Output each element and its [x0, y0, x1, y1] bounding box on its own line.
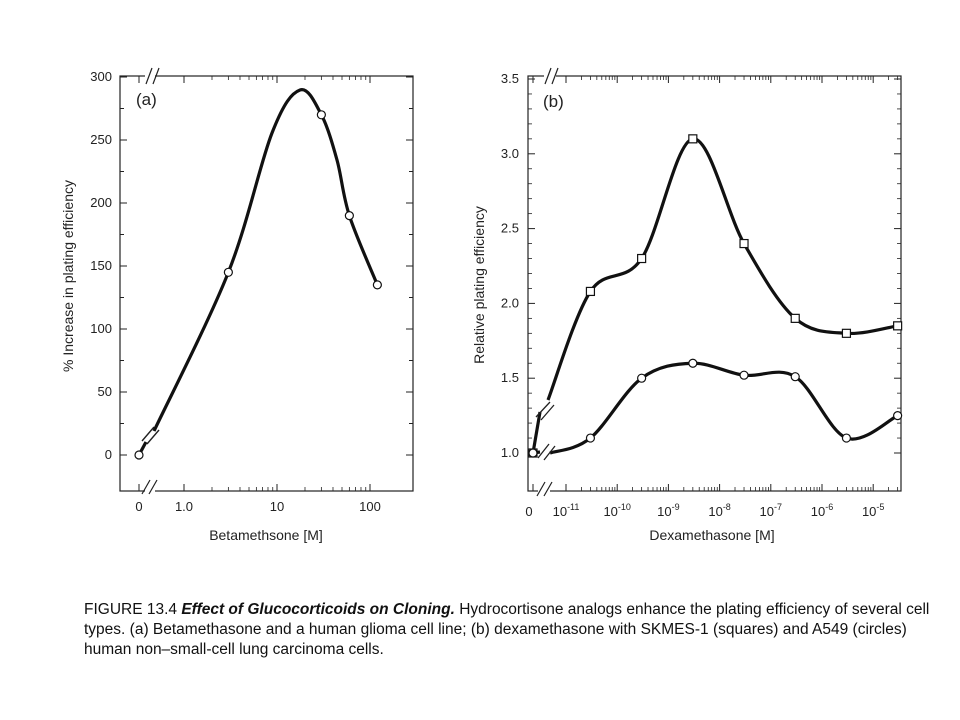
tick-base: 10 [603, 504, 617, 519]
series-curve [549, 361, 899, 455]
data-point-square [688, 134, 698, 144]
tick-base: 10 [553, 504, 567, 519]
axis-break-marker-top [145, 67, 160, 85]
tick-exponent: -8 [723, 502, 731, 512]
y-tick-label: 2.5 [501, 221, 519, 236]
plot-frame [119, 75, 414, 492]
y-axis-title: % Increase in plating efficiency [60, 180, 76, 372]
y-tick-label: 1.5 [501, 370, 519, 385]
x-tick-label: 10-7 [760, 502, 782, 519]
axis-break-mask [538, 480, 550, 496]
x-tick-label: 10-11 [553, 502, 580, 519]
data-point-circle [688, 358, 698, 368]
y-tick-label: 100 [90, 321, 112, 336]
y-tick-label: 3.5 [501, 71, 519, 86]
tick-exponent: -10 [618, 502, 631, 512]
x-tick-label: 100 [359, 499, 381, 514]
axis-break-mask-top [145, 70, 155, 84]
tick-exponent: -6 [825, 502, 833, 512]
x-tick-label: 10-10 [603, 502, 630, 519]
data-break-marker [535, 401, 555, 421]
x-axis-title: Dexamethasone [M] [649, 527, 774, 543]
tick-exponent: -5 [876, 502, 884, 512]
data-point-square [790, 313, 800, 323]
tick-base: 10 [708, 504, 722, 519]
x-tick-label: 0 [135, 499, 142, 514]
caption-title: Effect of Glucocorticoids on Cloning. [181, 601, 455, 618]
series-curve-start [531, 411, 542, 454]
plot-frame [527, 75, 902, 492]
y-tick-label: 300 [90, 69, 112, 84]
y-tick-label: 200 [90, 195, 112, 210]
series-curve [546, 137, 898, 401]
tick-base: 10 [760, 504, 774, 519]
y-tick-label: 0 [105, 447, 112, 462]
x-axis-title: Betamethsone [M] [209, 527, 323, 543]
x-tick-label: 10-6 [811, 502, 833, 519]
y-tick-label: 150 [90, 258, 112, 273]
tick-exponent: -7 [774, 502, 782, 512]
data-point-square [739, 238, 749, 249]
data-point-square [893, 321, 903, 331]
data-break-marker [537, 443, 556, 461]
data-point-circle [637, 373, 647, 383]
caption-prefix: FIGURE 13.4 [84, 601, 182, 618]
data-point-circle [739, 370, 749, 380]
data-point-circle [841, 433, 852, 443]
caption-body: Hydrocortisone analogs enhance the plati… [84, 601, 930, 658]
x-tick-label: 10 [270, 499, 284, 514]
tick-base: 10 [657, 504, 671, 519]
data-point-circle [790, 372, 800, 382]
data-point-circle [223, 267, 233, 277]
data-point-square [585, 286, 596, 297]
axis-break-marker-top [544, 67, 559, 85]
data-point-circle [893, 411, 903, 421]
tick-exponent: -9 [672, 502, 680, 512]
y-tick-label: 2.0 [501, 295, 519, 310]
y-tick-label: 1.0 [501, 445, 519, 460]
x-tick-label: 10-5 [862, 502, 884, 519]
series-curve [152, 88, 379, 432]
panel-label: (a) [136, 90, 157, 109]
data-point-circle [585, 433, 596, 443]
tick-base: 10 [862, 504, 876, 519]
axis-break-mask [145, 480, 155, 496]
tick-base: 10 [811, 504, 825, 519]
axis-break-marker [536, 481, 553, 497]
data-point-square [841, 328, 852, 338]
panel-b-chart: 1.01.52.02.53.03.50 10-11 10-10 10-9 10-8 10-… [471, 67, 903, 543]
data-point-circle [372, 280, 382, 290]
y-tick-label: 3.0 [501, 146, 519, 161]
data-point-circle [344, 211, 354, 221]
panel-a-chart: 0 50 100 150 200 250 300 0 1.0 10 100 (a) Betamethso… [60, 67, 414, 543]
x-tick-label: 10-9 [657, 502, 679, 519]
x-tick-label: 0 [525, 504, 532, 519]
tick-exponent: -11 [567, 502, 579, 512]
x-tick-label: 1.0 [175, 499, 193, 514]
y-tick-label: 250 [90, 132, 112, 147]
data-point-circle [134, 450, 144, 460]
axis-break-marker [141, 479, 158, 495]
y-axis-title: Relative plating efficiency [471, 206, 487, 364]
x-tick-label: 10-8 [708, 502, 730, 519]
data-point-circle [528, 448, 538, 458]
data-point-square [637, 253, 647, 264]
data-break-marker [141, 426, 160, 445]
figure-caption: FIGURE 13.4 Effect of Glucocorticoids on… [84, 600, 954, 660]
panel-label: (b) [543, 92, 564, 111]
data-point-circle [316, 110, 326, 120]
y-tick-label: 50 [98, 384, 112, 399]
